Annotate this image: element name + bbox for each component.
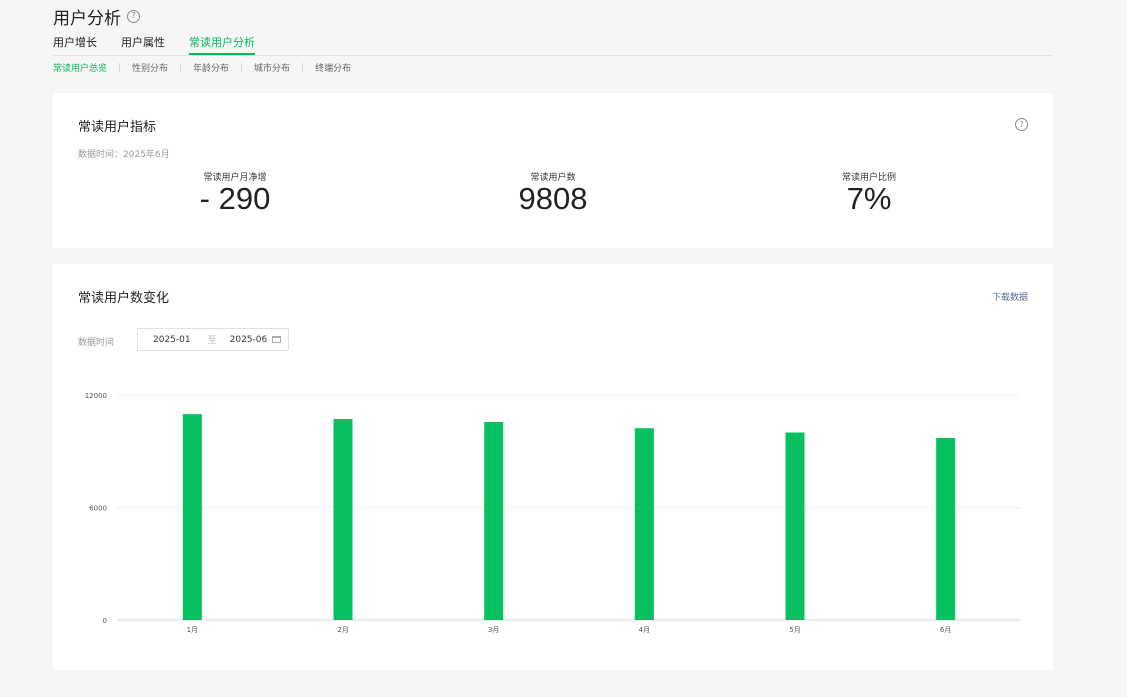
metric-user-count: 常读用户数 9808 (443, 170, 663, 216)
subtab-age[interactable]: 年龄分布 (193, 63, 230, 74)
x-tick-label: 5月 (789, 626, 800, 634)
calendar-icon[interactable] (272, 336, 281, 343)
subtab-gender[interactable]: 性别分布 (132, 63, 169, 74)
page-header: 用户分析 ? (53, 2, 140, 30)
subtab-overview[interactable]: 常读用户总览 (53, 63, 108, 74)
metric-label: 常读用户数 (530, 173, 576, 183)
user-count-bar-chart: 0 6000 12000 1月 2月 3月 4月 5月 6月 (85, 392, 1021, 634)
trend-card: 常读用户数变化 下载数据 数据时间 2025-01 至 2025-06 0 600… (53, 264, 1053, 670)
bar (936, 437, 956, 620)
x-tick-label: 6月 (940, 626, 951, 634)
x-tick-label: 4月 (639, 626, 650, 634)
bar (484, 422, 504, 620)
subtab-device[interactable]: 终端分布 (315, 63, 352, 74)
data-time: 数据时间：2025年6月 (78, 150, 170, 160)
divider (241, 62, 243, 72)
metric-label: 常读用户月净增 (203, 173, 267, 183)
metric-value: 9808 (518, 181, 588, 216)
metric-user-ratio: 常读用户比例 7% (759, 170, 979, 216)
bar (182, 414, 202, 620)
bar (634, 428, 654, 620)
metric-net-growth: 常读用户月净增 - 290 (125, 170, 345, 216)
date-start[interactable]: 2025-01 (153, 334, 191, 345)
tab-frequent-reader-analysis[interactable]: 常读用户分析 (189, 34, 255, 55)
metric-label: 常读用户比例 (841, 173, 896, 183)
date-end[interactable]: 2025-06 (229, 334, 268, 345)
metric-value: 7% (846, 181, 892, 216)
divider (180, 62, 182, 72)
bar (785, 432, 805, 620)
date-range-label: 数据时间 (78, 338, 115, 348)
y-tick-label: 0 (103, 617, 107, 625)
tab-user-attributes[interactable]: 用户属性 (121, 36, 165, 49)
help-icon[interactable]: ? (1015, 118, 1028, 131)
divider (302, 62, 304, 72)
trend-card-title: 常读用户数变化 (78, 291, 170, 306)
metrics-card-title: 常读用户指标 (78, 120, 157, 135)
x-tick-label: 2月 (337, 626, 348, 634)
subtab-city[interactable]: 城市分布 (254, 63, 291, 74)
y-tick-label: 6000 (89, 505, 107, 513)
main-tabs: 用户增长 用户属性 常读用户分析 (53, 34, 1053, 56)
y-tick-label: 12000 (85, 392, 107, 400)
sub-tabs: 常读用户总览 性别分布 年龄分布 城市分布 终端分布 (53, 60, 351, 74)
metric-value: - 290 (199, 181, 271, 216)
date-range-picker[interactable]: 2025-01 至 2025-06 (137, 328, 289, 351)
tab-user-growth[interactable]: 用户增长 (53, 36, 97, 49)
x-tick-label: 3月 (488, 626, 499, 634)
download-data-link[interactable]: 下载数据 (991, 293, 1028, 303)
divider (119, 62, 121, 72)
x-tick-label: 1月 (187, 626, 198, 634)
page-title: 用户分析 (53, 8, 121, 29)
bar (333, 419, 353, 620)
date-separator: 至 (207, 336, 217, 346)
metrics-card: 常读用户指标 ? 数据时间：2025年6月 常读用户月净增 - 290 常读用户… (53, 93, 1053, 248)
help-icon[interactable]: ? (127, 9, 140, 23)
